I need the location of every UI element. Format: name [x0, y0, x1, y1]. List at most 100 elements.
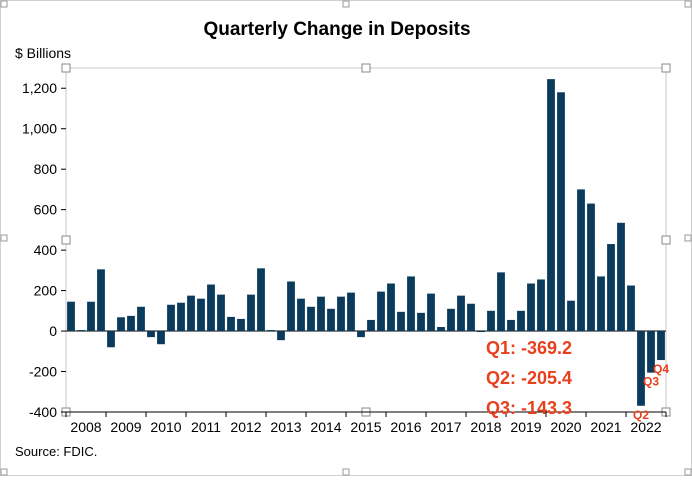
bar — [467, 303, 475, 332]
bar — [547, 79, 555, 332]
annotation-label: Q3: -143.3 — [486, 398, 572, 418]
x-tick-label: 2018 — [470, 419, 501, 435]
bar — [517, 310, 525, 332]
bar — [67, 301, 75, 332]
source-note: Source: FDIC. — [15, 444, 97, 459]
chart-title: Quarterly Change in Deposits — [203, 19, 470, 40]
bar — [147, 331, 155, 338]
x-tick-label: 2012 — [230, 419, 261, 435]
bar — [177, 302, 185, 332]
x-tick-label: 2016 — [390, 419, 421, 435]
y-tick-label: 800 — [34, 161, 58, 177]
bar — [407, 276, 415, 332]
bar — [367, 319, 375, 332]
y-axis-label: $ Billions — [15, 45, 71, 61]
y-tick-label: -400 — [29, 404, 57, 420]
bar-series — [67, 79, 665, 406]
chart-resize-handle[interactable] — [684, 234, 692, 242]
x-tick-label: 2021 — [590, 419, 621, 435]
resize-handle[interactable] — [661, 235, 671, 245]
bar — [107, 331, 115, 348]
bar — [337, 296, 345, 332]
x-tick-label: 2020 — [550, 419, 581, 435]
bar — [87, 301, 95, 332]
bar — [277, 331, 285, 341]
bar — [187, 295, 195, 332]
bar — [417, 312, 425, 332]
bar — [527, 283, 535, 332]
bar — [167, 304, 175, 332]
bar — [477, 331, 485, 333]
bar — [77, 330, 85, 332]
chart-resize-handle[interactable] — [342, 0, 350, 8]
bar — [657, 331, 665, 361]
bar — [397, 311, 405, 332]
chart-resize-handle[interactable] — [684, 0, 692, 8]
bar — [637, 331, 645, 406]
chart-resize-handle[interactable] — [342, 468, 350, 476]
x-tick-label: 2014 — [310, 419, 341, 435]
bar — [117, 317, 125, 332]
bar — [97, 269, 105, 332]
annotation-label: Q2: -205.4 — [486, 368, 572, 388]
bar — [317, 296, 325, 332]
bar — [217, 294, 225, 332]
bar — [427, 293, 435, 332]
bar — [357, 331, 365, 338]
bar — [497, 272, 505, 332]
bar — [607, 244, 615, 332]
bar — [157, 331, 165, 345]
chart-resize-handle[interactable] — [684, 468, 692, 476]
chart-resize-handle[interactable] — [0, 468, 8, 476]
bar — [307, 306, 315, 332]
bar — [297, 298, 305, 332]
resize-handle[interactable] — [61, 63, 71, 73]
resize-handle[interactable] — [661, 63, 671, 73]
y-axis: 1,200 1,000 800 600 400 200 0 -200 -400 — [22, 80, 666, 420]
bar — [387, 283, 395, 332]
y-tick-label: 1,200 — [22, 80, 57, 96]
x-axis: 2008 2009 2010 2011 2012 2013 2014 2015 2016 2017… — [65, 411, 667, 435]
bar-quarter-label: Q4 — [653, 362, 669, 376]
bar — [227, 316, 235, 332]
bar — [617, 222, 625, 332]
bar — [567, 300, 575, 332]
x-tick-label: 2017 — [430, 419, 461, 435]
chart-resize-handle[interactable] — [0, 0, 8, 8]
bar — [627, 285, 635, 332]
bar-quarter-label: Q3 — [643, 375, 659, 389]
bar — [127, 315, 135, 332]
bar — [347, 292, 355, 332]
y-tick-label: 600 — [34, 202, 58, 218]
bar — [247, 294, 255, 332]
x-tick-label: 2022 — [630, 419, 661, 435]
annotation-label: Q1: -369.2 — [486, 338, 572, 358]
bar — [647, 331, 655, 373]
y-tick-label: -200 — [29, 364, 57, 380]
bar — [257, 268, 265, 332]
x-tick-label: 2019 — [510, 419, 541, 435]
bar — [267, 330, 275, 332]
chart-resize-handle[interactable] — [0, 234, 8, 242]
bar — [437, 327, 445, 332]
bar — [587, 203, 595, 332]
resize-handle[interactable] — [361, 63, 371, 73]
x-tick-label: 2013 — [270, 419, 301, 435]
y-tick-label: 200 — [34, 283, 58, 299]
bar — [577, 189, 585, 332]
bar — [537, 279, 545, 332]
bar — [487, 310, 495, 332]
bar — [507, 319, 515, 332]
resize-handle[interactable] — [61, 235, 71, 245]
bar — [447, 308, 455, 332]
y-tick-label: 0 — [49, 323, 57, 339]
y-tick-label: 400 — [34, 242, 58, 258]
bar — [327, 308, 335, 332]
bar — [377, 291, 385, 332]
x-tick-label: 2010 — [150, 419, 181, 435]
bar — [197, 298, 205, 332]
bar — [137, 306, 145, 332]
